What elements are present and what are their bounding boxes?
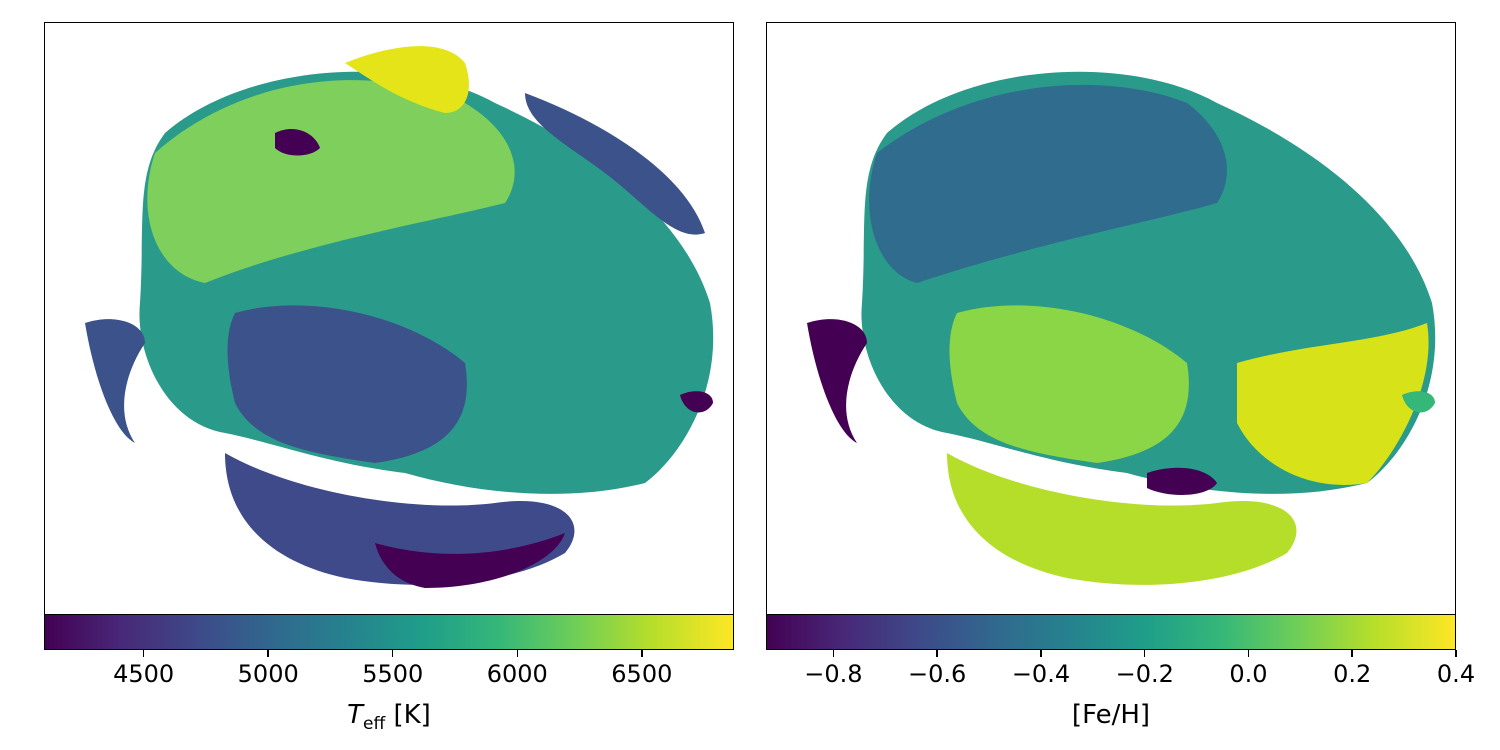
colorbar-tick-label: 0.0 (1229, 660, 1268, 688)
feh-poor-blob (1147, 467, 1217, 495)
feh-lower-rich-region (949, 305, 1189, 463)
colorbar-tick-mark (516, 650, 519, 657)
colorbar-tick-mark (936, 650, 938, 657)
colorbar-tick-label: 5500 (362, 660, 424, 688)
teff-colorbar-label: Teff [K] (347, 700, 431, 735)
colorbar-tick-mark (142, 650, 145, 657)
feh-embedding-plot (807, 71, 1436, 585)
colorbar-tick-label: 0.4 (1436, 660, 1476, 688)
feh-colorbar-label: [Fe/H] (1071, 700, 1151, 730)
colorbar-tick-mark (1247, 650, 1250, 657)
colorbar-tick-mark (1455, 650, 1457, 657)
teff-right-stream (525, 93, 705, 235)
teff-right-small-blob (680, 391, 713, 413)
colorbar-tick-label: −0.2 (1115, 660, 1174, 688)
teff-upper-left-region (147, 80, 515, 284)
teff-bottom-cool-arc (375, 533, 565, 588)
colorbar-tick-mark (832, 650, 835, 657)
colorbar-tick-label: 4500 (113, 660, 175, 688)
colorbar-tick-label: 6500 (611, 660, 673, 688)
teff-embedding-plot (85, 46, 714, 588)
colorbar-tick-label: 5000 (237, 660, 299, 688)
teff-lower-cool-region (227, 305, 467, 463)
teff-colorbar (44, 614, 734, 650)
feh-upper-left-region (869, 84, 1227, 284)
colorbar-tick-mark (1143, 650, 1146, 657)
colorbar-tick-label: −0.4 (1011, 660, 1071, 688)
teff-top-hot-region (345, 46, 469, 113)
feh-right-rich-region (1237, 323, 1429, 485)
feh-right-small-blob (1402, 391, 1435, 413)
colorbar-tick-label: −0.8 (804, 660, 863, 688)
colorbar-tick-label: 0.2 (1333, 660, 1372, 688)
feh-bottom-arc (947, 453, 1297, 585)
teff-left-stream (85, 319, 145, 443)
colorbar-tick-mark (1351, 650, 1353, 657)
teff-bottom-arc (225, 453, 575, 585)
right-scatter-panel (766, 22, 1456, 615)
colorbar-tick-mark (267, 650, 269, 657)
teff-hole-cool-blob (275, 128, 320, 156)
colorbar-tick-mark (641, 650, 643, 657)
feh-colorbar (766, 614, 1456, 650)
left-scatter-panel (44, 22, 734, 615)
colorbar-tick-mark (1040, 650, 1042, 657)
colorbar-tick-label: −0.6 (908, 660, 967, 688)
feh-left-stream (807, 319, 867, 443)
colorbar-tick-label: 6000 (486, 660, 548, 688)
colorbar-tick-mark (391, 650, 394, 657)
